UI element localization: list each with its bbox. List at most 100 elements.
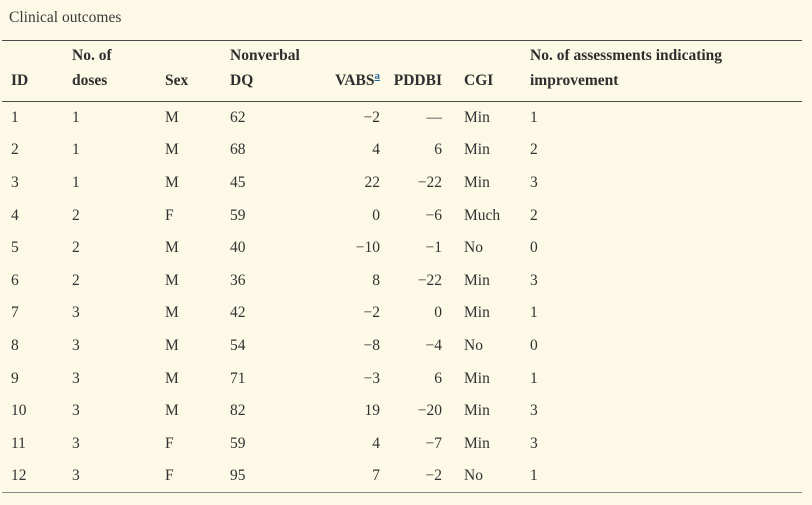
cell-doses: 1 xyxy=(72,141,80,159)
cell-id: 6 xyxy=(11,271,19,289)
column-header-cgi: CGI xyxy=(442,40,530,102)
cell-vabs: 0 xyxy=(372,206,380,224)
table-row: 7 3 M 42 −2 0 Min 1 xyxy=(2,297,802,330)
header-label-line2: improvement xyxy=(530,72,619,89)
cell-doses: 3 xyxy=(72,467,80,485)
cell-sex: M xyxy=(165,336,179,354)
header-label-line1: No. of assessments indicating xyxy=(530,47,723,64)
column-header-vabs: VABSa xyxy=(335,40,381,102)
table-row: 3 1 M 45 22 −22 Min 3 xyxy=(2,167,802,200)
cell-dq: 68 xyxy=(230,141,246,159)
cell-dq: 54 xyxy=(230,336,246,354)
cell-dq: 40 xyxy=(230,239,246,257)
cell-improvements: 3 xyxy=(530,434,538,452)
cell-pddbi: −1 xyxy=(425,239,443,257)
table-row: 6 2 M 36 8 −22 Min 3 xyxy=(2,264,802,297)
cell-sex: M xyxy=(165,271,179,289)
column-header-nonverbal-dq: Nonverbal DQ xyxy=(230,40,335,102)
header-label: ID xyxy=(11,72,29,89)
cell-id: 8 xyxy=(11,336,19,354)
cell-vabs: −3 xyxy=(363,369,381,387)
cell-cgi: Min xyxy=(464,304,490,322)
cell-dq: 95 xyxy=(230,467,246,485)
cell-id: 2 xyxy=(11,141,19,159)
table-header-row: ID No. of doses Sex Nonverbal DQ VABSa P… xyxy=(2,40,802,102)
column-header-id: ID xyxy=(2,40,72,102)
cell-vabs: −8 xyxy=(363,336,381,354)
cell-dq: 42 xyxy=(230,304,246,322)
header-label: Sex xyxy=(165,72,189,89)
cell-improvements: 1 xyxy=(530,369,538,387)
cell-cgi: No xyxy=(464,467,483,485)
header-label-line1: Nonverbal xyxy=(230,47,300,64)
header-label-line1: No. of xyxy=(72,47,112,64)
cell-pddbi: 6 xyxy=(434,141,442,159)
cell-doses: 3 xyxy=(72,434,80,452)
cell-improvements: 1 xyxy=(530,467,538,485)
cell-doses: 2 xyxy=(72,206,80,224)
cell-cgi: Min xyxy=(464,173,490,191)
footnote-a-link[interactable]: a xyxy=(374,70,381,82)
table-row: 12 3 F 95 7 −2 No 1 xyxy=(2,460,802,493)
column-header-pddbi: PDDBI xyxy=(380,40,442,102)
cell-id: 5 xyxy=(11,239,19,257)
header-label: CGI xyxy=(464,72,494,89)
column-header-doses: No. of doses xyxy=(72,40,165,102)
table-row: 2 1 M 68 4 6 Min 2 xyxy=(2,134,802,167)
cell-dq: 36 xyxy=(230,271,246,289)
cell-improvements: 0 xyxy=(530,336,538,354)
cell-id: 12 xyxy=(11,467,27,485)
cell-cgi: No xyxy=(464,239,483,257)
cell-doses: 2 xyxy=(72,239,80,257)
cell-doses: 3 xyxy=(72,402,80,420)
cell-dq: 62 xyxy=(230,109,246,127)
cell-cgi: Much xyxy=(464,206,501,224)
cell-vabs: 4 xyxy=(372,141,380,159)
cell-dq: 71 xyxy=(230,369,246,387)
cell-pddbi: −2 xyxy=(425,467,443,485)
cell-doses: 1 xyxy=(72,173,80,191)
cell-dq: 59 xyxy=(230,434,246,452)
cell-vabs: 7 xyxy=(372,467,380,485)
cell-vabs: 8 xyxy=(372,271,380,289)
cell-pddbi: −20 xyxy=(417,402,442,420)
cell-improvements: 3 xyxy=(530,402,538,420)
table-row: 4 2 F 59 0 −6 Much 2 xyxy=(2,199,802,232)
cell-sex: M xyxy=(165,402,179,420)
header-label: VABS xyxy=(335,72,375,89)
cell-doses: 2 xyxy=(72,271,80,289)
cell-vabs: 22 xyxy=(364,173,381,191)
cell-improvements: 2 xyxy=(530,141,538,159)
clinical-outcomes-table: ID No. of doses Sex Nonverbal DQ VABSa P… xyxy=(2,40,802,494)
cell-doses: 3 xyxy=(72,369,80,387)
cell-sex: M xyxy=(165,369,179,387)
cell-cgi: Min xyxy=(464,141,490,159)
cell-id: 4 xyxy=(11,206,19,224)
cell-cgi: No xyxy=(464,336,483,354)
cell-id: 9 xyxy=(11,369,19,387)
table-row: 9 3 M 71 −3 6 Min 1 xyxy=(2,362,802,395)
cell-vabs: 19 xyxy=(364,402,381,420)
cell-pddbi: −22 xyxy=(417,271,442,289)
cell-doses: 1 xyxy=(72,109,80,127)
header-label: PDDBI xyxy=(393,72,442,89)
cell-dq: 59 xyxy=(230,206,246,224)
cell-sex: F xyxy=(165,467,174,485)
cell-dq: 82 xyxy=(230,402,246,420)
cell-sex: M xyxy=(165,173,179,191)
column-header-improvements: No. of assessments indicating improvemen… xyxy=(530,40,802,102)
cell-pddbi: −22 xyxy=(417,173,442,191)
cell-sex: F xyxy=(165,434,174,452)
cell-dq: 45 xyxy=(230,173,246,191)
table-row: 1 1 M 62 −2 — Min 1 xyxy=(2,102,802,135)
header-label-line2: doses xyxy=(72,72,108,89)
cell-pddbi: −4 xyxy=(425,336,443,354)
cell-improvements: 1 xyxy=(530,304,538,322)
cell-doses: 3 xyxy=(72,304,80,322)
cell-improvements: 1 xyxy=(530,109,538,127)
cell-cgi: Min xyxy=(464,434,490,452)
header-label-line2: DQ xyxy=(230,72,254,89)
cell-vabs: −10 xyxy=(355,239,380,257)
cell-sex: M xyxy=(165,304,179,322)
cell-id: 1 xyxy=(11,109,19,127)
